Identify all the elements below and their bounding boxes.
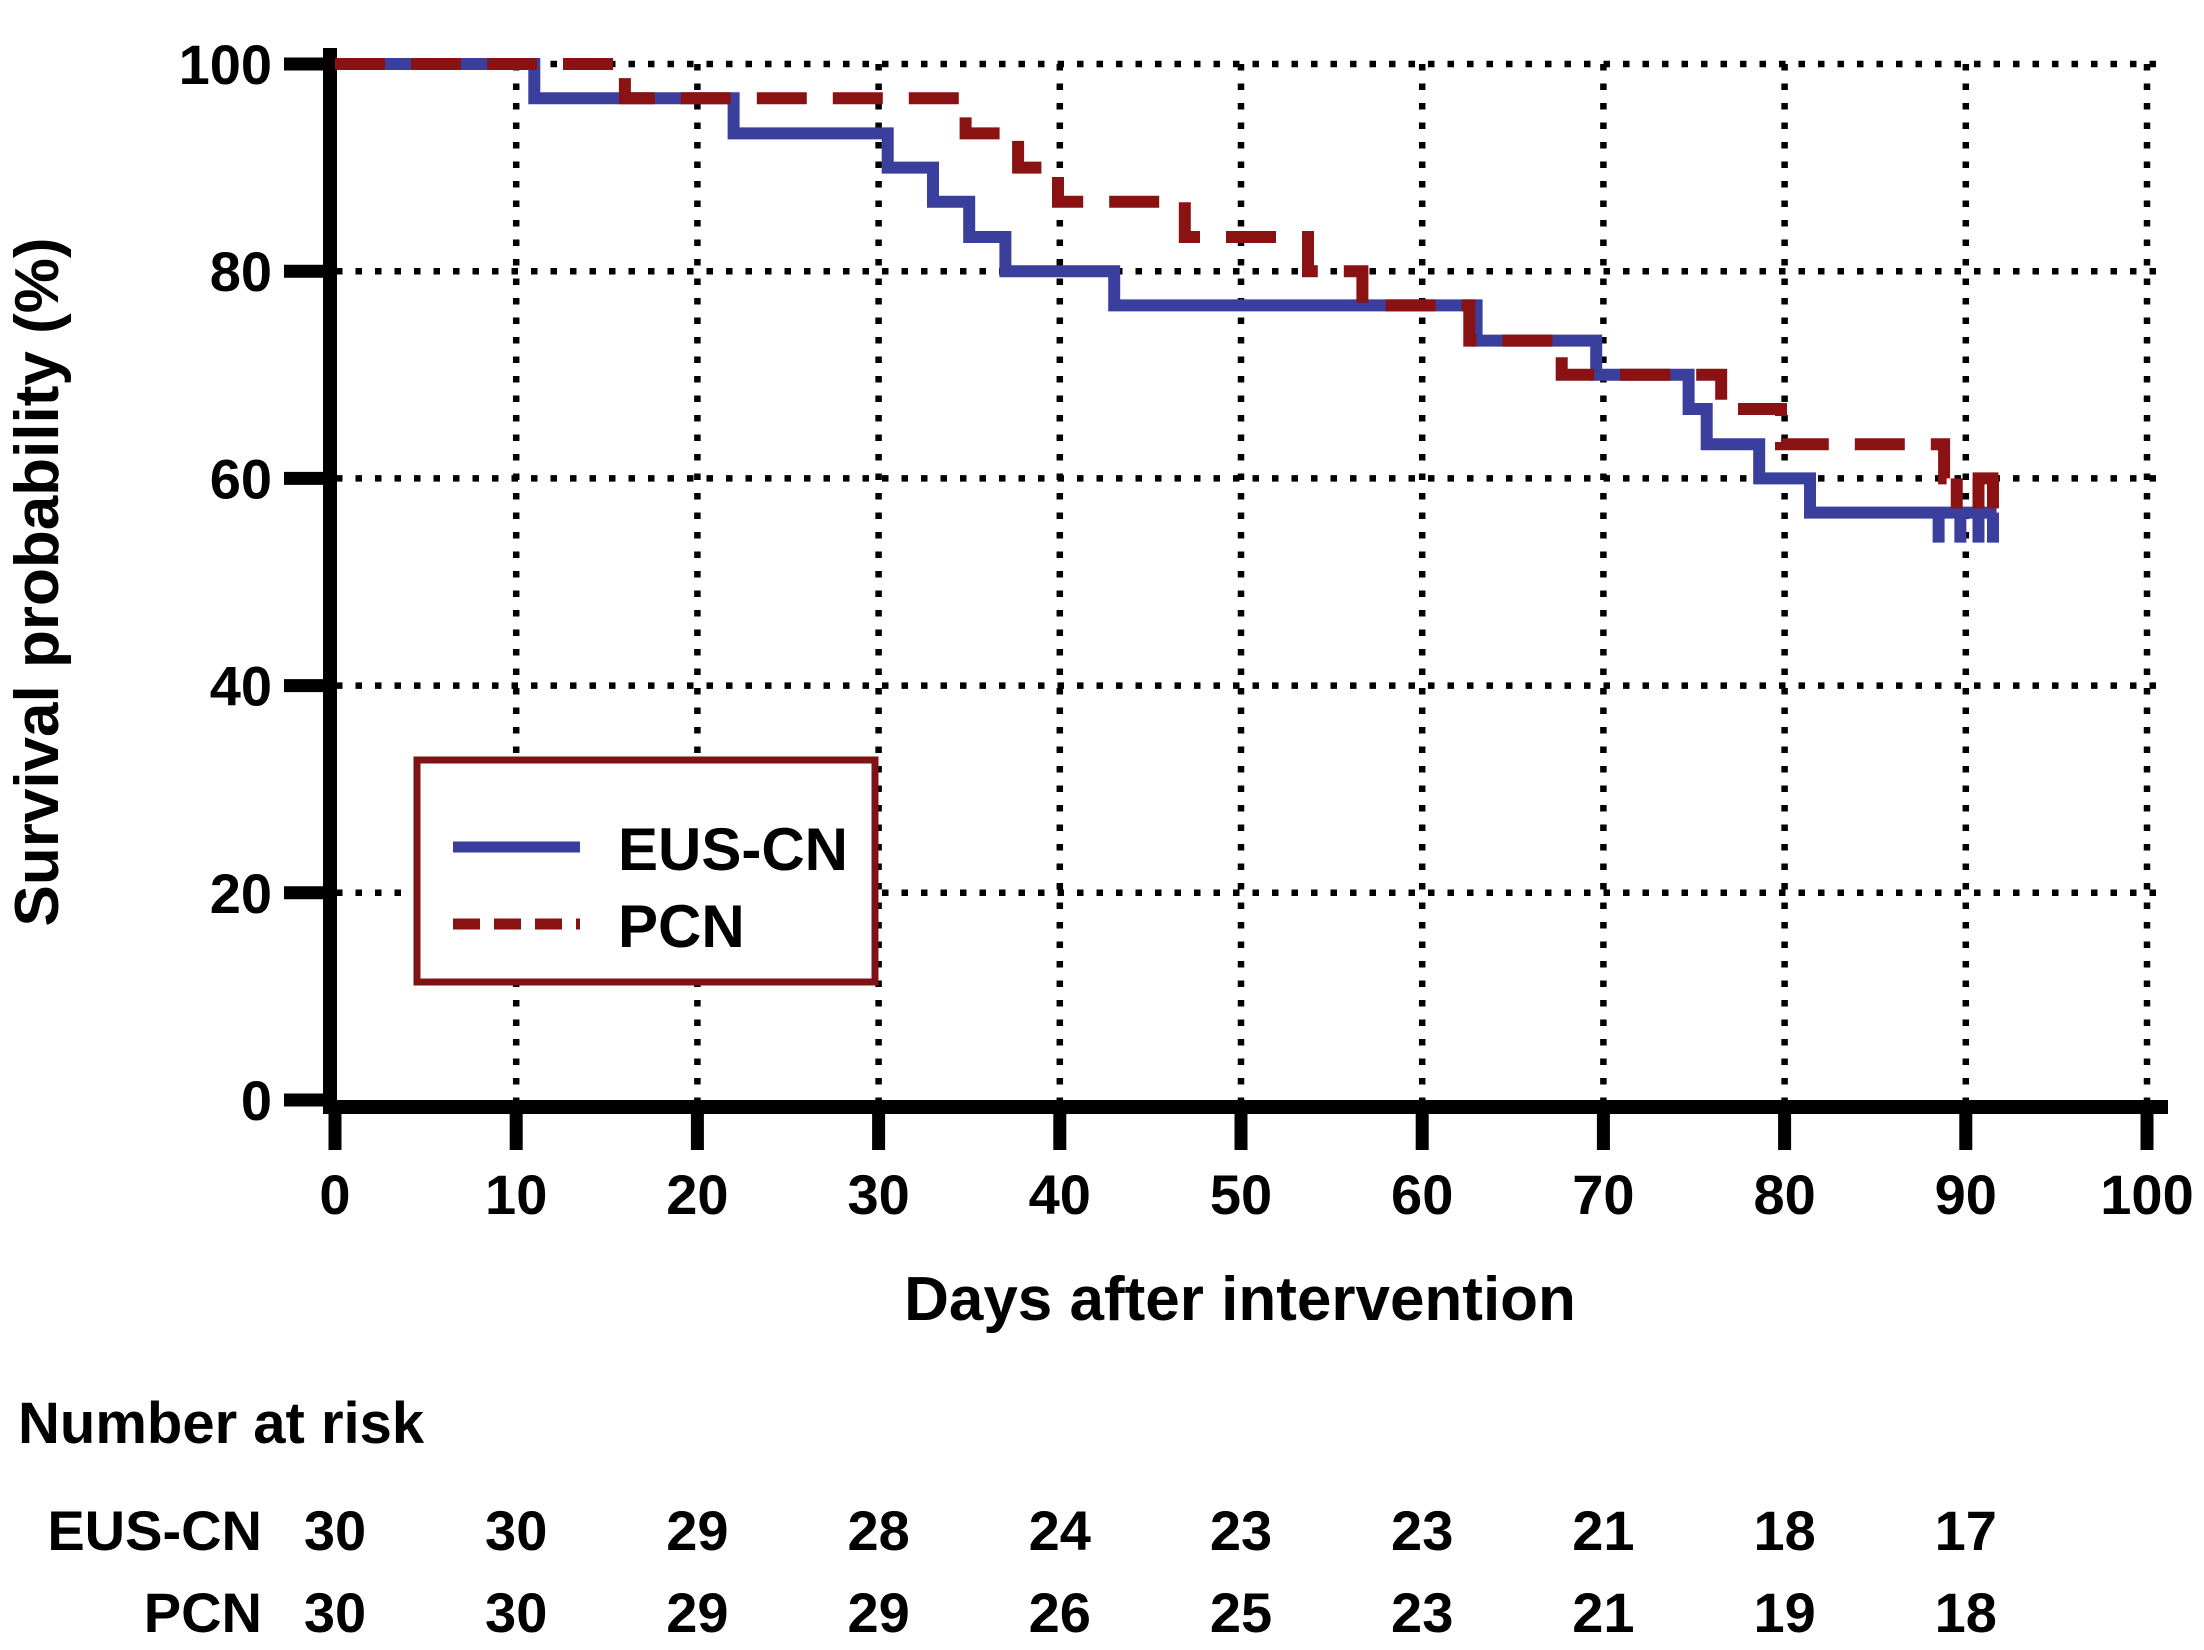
risk-count: 24 bbox=[1029, 1499, 1091, 1562]
x-tick-label: 0 bbox=[319, 1163, 350, 1226]
risk-count: 17 bbox=[1935, 1499, 1997, 1562]
risk-count: 21 bbox=[1572, 1581, 1634, 1644]
risk-count: 26 bbox=[1029, 1581, 1091, 1644]
risk-table-heading: Number at risk bbox=[18, 1391, 425, 1456]
curve-pcn bbox=[335, 58, 1999, 485]
risk-count: 29 bbox=[666, 1581, 728, 1644]
legend-label-pcn: PCN bbox=[618, 893, 745, 960]
y-axis-title: Survival probability (%) bbox=[3, 237, 72, 926]
risk-table-numbers: 30 30 29 28 24 23 23 21 18 17 30 30 29 29 26 25 23 21 19 18 bbox=[304, 1499, 1997, 1644]
x-tick-label: 10 bbox=[485, 1163, 547, 1226]
x-tick-label: 60 bbox=[1391, 1163, 1453, 1226]
x-tick-label: 50 bbox=[1210, 1163, 1272, 1226]
risk-count: 25 bbox=[1210, 1581, 1272, 1644]
risk-table: Number at risk EUS-CN PCN 30 30 29 28 24 23 23… bbox=[18, 1391, 1997, 1644]
x-tick-label: 80 bbox=[1753, 1163, 1815, 1226]
x-tick-label: 30 bbox=[847, 1163, 909, 1226]
x-tick-label: 100 bbox=[2100, 1163, 2193, 1226]
legend-label-eus-cn: EUS-CN bbox=[618, 816, 848, 883]
x-tick-label: 90 bbox=[1935, 1163, 1997, 1226]
risk-count: 18 bbox=[1935, 1581, 1997, 1644]
x-tick-labels: 0 10 20 30 40 50 60 70 80 90 100 bbox=[319, 1163, 2193, 1226]
risk-count: 18 bbox=[1753, 1499, 1815, 1562]
risk-count: 29 bbox=[666, 1499, 728, 1562]
legend-box bbox=[413, 756, 879, 986]
y-tick-label: 80 bbox=[210, 240, 272, 303]
risk-count: 30 bbox=[485, 1581, 547, 1644]
y-tick-labels: 0 20 40 60 80 100 bbox=[179, 33, 272, 1132]
risk-count: 19 bbox=[1753, 1581, 1815, 1644]
y-tick-label: 0 bbox=[241, 1069, 272, 1132]
y-tick-label: 40 bbox=[210, 655, 272, 718]
axes bbox=[284, 48, 2168, 1150]
risk-count: 23 bbox=[1391, 1581, 1453, 1644]
risk-count: 23 bbox=[1391, 1499, 1453, 1562]
risk-row-label-eus-cn: EUS-CN bbox=[47, 1499, 262, 1562]
risk-count: 29 bbox=[847, 1581, 909, 1644]
x-tick-label: 40 bbox=[1029, 1163, 1091, 1226]
risk-count: 30 bbox=[304, 1499, 366, 1562]
y-tick-label: 20 bbox=[210, 862, 272, 925]
x-tick-label: 70 bbox=[1572, 1163, 1634, 1226]
curve-eus-cn bbox=[335, 58, 1997, 519]
risk-count: 30 bbox=[304, 1581, 366, 1644]
x-axis-title: Days after intervention bbox=[904, 1265, 1576, 1334]
risk-count: 28 bbox=[847, 1499, 909, 1562]
survival-curves bbox=[335, 58, 1999, 543]
x-tick-label: 20 bbox=[666, 1163, 728, 1226]
legend: EUS-CN PCN bbox=[413, 756, 879, 986]
risk-count: 30 bbox=[485, 1499, 547, 1562]
gridlines bbox=[336, 60, 2168, 1100]
y-tick-label: 60 bbox=[210, 447, 272, 510]
risk-row-label-pcn: PCN bbox=[144, 1581, 262, 1644]
risk-count: 21 bbox=[1572, 1499, 1634, 1562]
y-tick-label: 100 bbox=[179, 33, 272, 96]
risk-count: 23 bbox=[1210, 1499, 1272, 1562]
